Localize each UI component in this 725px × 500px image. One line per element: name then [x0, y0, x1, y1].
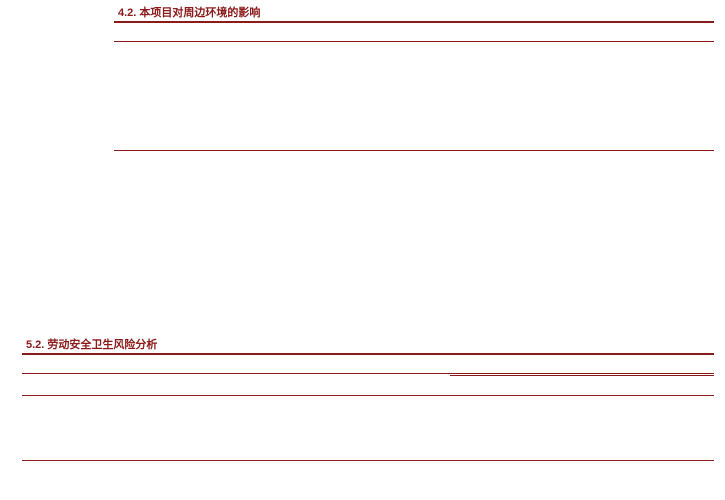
rule-l8 — [22, 460, 714, 461]
section-heading-h2: 5.2. 劳动安全卫生风险分析 — [26, 336, 157, 352]
rule-l3 — [114, 150, 714, 151]
rule-l4 — [22, 353, 714, 355]
rule-l2 — [114, 41, 714, 42]
rule-l7 — [22, 395, 714, 396]
section-heading-h1: 4.2. 本项目对周边环境的影响 — [118, 4, 260, 20]
rule-l1 — [114, 21, 714, 23]
rule-l5 — [22, 373, 714, 374]
rule-l6 — [450, 375, 714, 376]
